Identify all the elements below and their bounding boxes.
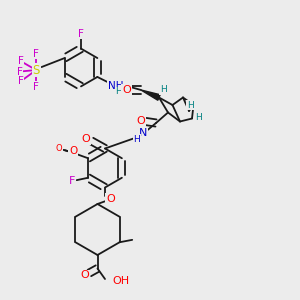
Text: N: N: [139, 128, 148, 139]
Text: H: H: [187, 100, 194, 109]
Text: O: O: [80, 270, 89, 280]
Text: NH: NH: [108, 81, 123, 91]
Text: F: F: [18, 56, 23, 66]
Text: H: H: [160, 85, 167, 94]
Text: O: O: [81, 134, 90, 145]
Text: H: H: [134, 135, 140, 144]
Text: F: F: [68, 176, 75, 186]
Text: F: F: [33, 49, 39, 58]
Text: H: H: [116, 87, 122, 96]
Text: S: S: [32, 64, 40, 76]
Text: O: O: [69, 146, 77, 156]
Text: O: O: [122, 85, 131, 95]
Text: F: F: [17, 67, 22, 76]
Text: F: F: [78, 28, 84, 39]
Text: OH: OH: [112, 275, 130, 286]
Text: F: F: [33, 82, 39, 92]
Text: O: O: [136, 116, 146, 127]
Text: F: F: [18, 76, 23, 86]
Text: O: O: [106, 194, 115, 204]
Polygon shape: [141, 90, 160, 100]
Text: O: O: [56, 144, 62, 152]
Text: H: H: [195, 112, 202, 122]
